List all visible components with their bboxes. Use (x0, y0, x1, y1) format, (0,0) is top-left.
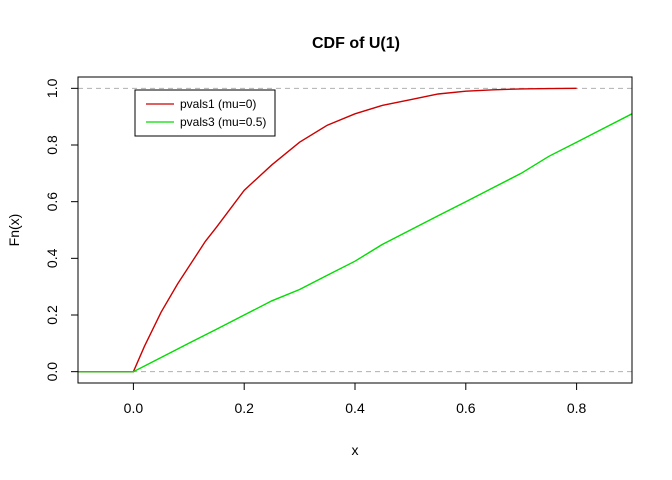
y-tick-label: 0.4 (44, 248, 60, 268)
y-axis: 0.0 0.2 0.4 0.6 0.8 1.0 (44, 78, 79, 382)
y-tick-label: 0.8 (44, 135, 60, 155)
y-tick-label: 0.0 (44, 362, 60, 382)
y-tick-label: 0.6 (44, 192, 60, 212)
x-tick-label: 0.8 (567, 400, 587, 416)
x-axis: 0.0 0.2 0.4 0.6 0.8 (124, 382, 587, 416)
x-tick-label: 0.6 (456, 400, 476, 416)
x-tick-label: 0.0 (124, 400, 144, 416)
legend-label-pvals3: pvals3 (mu=0.5) (180, 115, 266, 129)
x-axis-label: x (352, 442, 359, 458)
series-line-pvals3 (78, 113, 632, 373)
y-tick-label: 0.2 (44, 305, 60, 325)
chart-title: CDF of U(1) (312, 35, 400, 52)
series-line-pvals1 (78, 87, 577, 373)
x-tick-label: 0.2 (234, 400, 254, 416)
legend: pvals1 (mu=0) pvals3 (mu=0.5) (134, 89, 276, 137)
series-layer (78, 87, 632, 373)
legend-box (134, 89, 276, 137)
y-tick-label: 1.0 (44, 78, 60, 98)
y-axis-label: Fn(x) (6, 214, 22, 247)
x-tick-label: 0.4 (345, 400, 365, 416)
legend-label-pvals1: pvals1 (mu=0) (180, 97, 256, 111)
